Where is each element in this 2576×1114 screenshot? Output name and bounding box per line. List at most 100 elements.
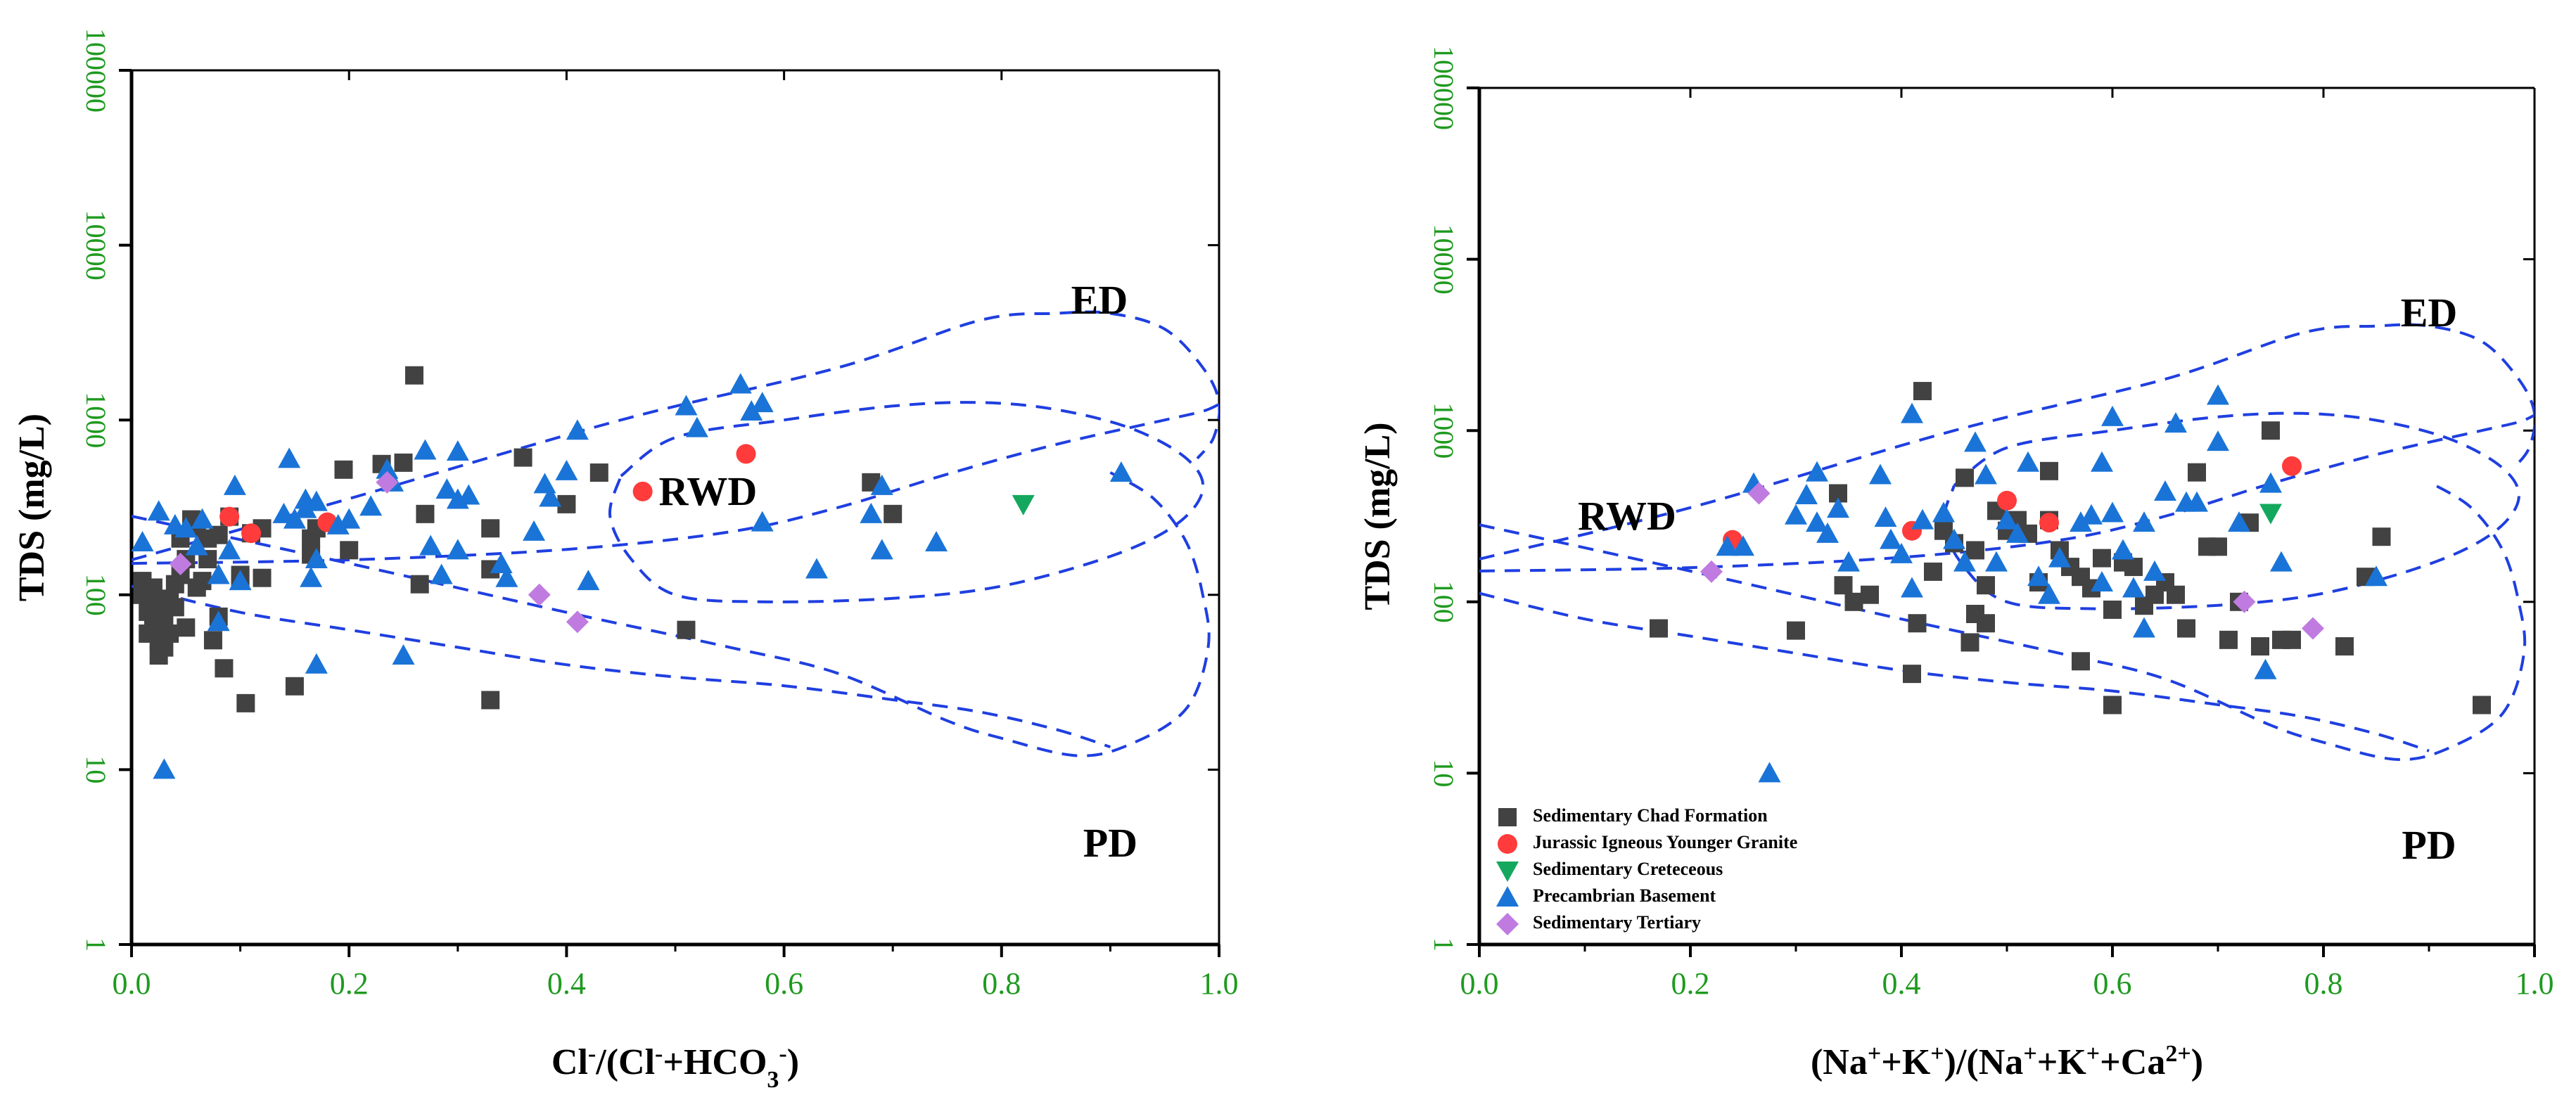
data-point-precambrian [1943, 528, 1965, 549]
data-point-chad [1834, 576, 1853, 595]
data-point-chad [2124, 558, 2143, 577]
boundary-curve-ed [132, 310, 1219, 562]
data-point-precambrian [305, 490, 328, 511]
data-point-precambrian [278, 447, 301, 468]
legend-label: Sedimentary Tertiary [1533, 912, 1701, 933]
data-point-precambrian [870, 539, 893, 560]
data-point-chad [209, 525, 228, 544]
data-point-chad [2335, 637, 2354, 656]
data-point-chad [1913, 382, 1932, 401]
data-point-chad [884, 504, 903, 523]
data-point-precambrian [1827, 497, 1849, 518]
data-point-precambrian [533, 473, 556, 494]
data-point-precambrian [805, 558, 828, 579]
data-point-precambrian [435, 478, 459, 499]
data-point-granite [2039, 513, 2059, 533]
data-point-chad [416, 504, 435, 523]
region-label-rwd: RWD [1578, 493, 1676, 539]
series-precambrian [1716, 384, 2387, 783]
y-tick-label: 1 [1428, 937, 1460, 952]
x-tick-label: 0.0 [113, 966, 151, 1001]
data-point-precambrian [2133, 511, 2155, 532]
data-point-precambrian [1996, 508, 2018, 530]
data-point-precambrian [729, 373, 752, 394]
data-point-precambrian [2186, 491, 2208, 512]
data-point-precambrian [419, 534, 442, 556]
data-point-precambrian [446, 539, 469, 560]
data-point-chad [404, 366, 423, 385]
data-point-tertiary [2302, 617, 2324, 640]
y-tick-label: 1000 [1428, 402, 1460, 459]
data-point-precambrian [675, 395, 698, 416]
data-point-chad [394, 453, 413, 472]
data-point-tertiary [566, 610, 589, 634]
x-tick-label: 0.8 [2304, 966, 2343, 1001]
data-point-precambrian [229, 570, 252, 591]
boundary-curve-pdtop [132, 584, 1111, 749]
data-point-precambrian [2133, 617, 2155, 638]
data-point-precambrian [2228, 511, 2250, 532]
data-point-chad [1924, 562, 1942, 581]
data-point-tertiary [1747, 482, 1771, 505]
legend: Sedimentary Chad Formation Jurassic Igneo… [1496, 805, 1797, 935]
data-point-precambrian [2091, 451, 2113, 472]
data-point-precambrian [392, 644, 415, 665]
region-label-pd: PD [1083, 820, 1137, 866]
data-point-tertiary [2233, 590, 2256, 613]
series-granite [219, 444, 756, 544]
data-point-precambrian [577, 570, 600, 591]
data-point-chad [334, 460, 353, 479]
data-point-precambrian [1975, 463, 1997, 485]
data-point-precambrian [860, 502, 883, 523]
data-point-chad [410, 575, 429, 594]
series-tertiary [169, 470, 589, 634]
y-tick-label: 100 [1428, 581, 1460, 623]
y-tick-label: 100 [80, 574, 112, 616]
x-tick-label: 1.0 [1200, 966, 1239, 1001]
data-point-precambrian [305, 653, 328, 674]
data-point-chad [165, 598, 184, 617]
data-point-chad [203, 631, 222, 650]
data-point-precambrian [751, 392, 774, 413]
data-point-chad [1844, 592, 1863, 611]
data-point-precambrian [495, 566, 518, 587]
data-point-precambrian [1953, 551, 1976, 572]
x-tick-label: 0.0 [1460, 966, 1499, 1001]
legend-label: Sedimentary Creteceous [1533, 859, 1723, 879]
x-tick-label: 0.2 [1671, 966, 1710, 1001]
data-point-precambrian [2048, 546, 2071, 568]
region-label-rwd: RWD [659, 468, 758, 514]
data-point-precambrian [1880, 528, 1902, 549]
x-tick-label: 0.8 [982, 966, 1021, 1001]
data-point-precambrian [1869, 463, 1892, 485]
chart-na-k-ratio: 0.0 0.2 0.4 0.6 0.8 1.0 1 10 100 1000 10000 100000 (… [1358, 46, 2554, 1082]
y-tick-label: 1 [80, 937, 112, 952]
data-point-chad [1903, 665, 1921, 684]
region-label-pd: PD [2402, 822, 2456, 868]
legend-marker-tertiary [1496, 913, 1519, 935]
data-point-chad [1966, 541, 1984, 560]
data-point-chad [677, 620, 696, 639]
data-point-precambrian [414, 439, 437, 460]
data-point-precambrian [300, 566, 323, 587]
legend-marker-precambrian [1496, 886, 1519, 907]
series-creteceous [2259, 504, 2282, 525]
data-point-precambrian [1806, 511, 1828, 532]
data-point-precambrian [1758, 762, 1781, 783]
x-axis-title: (Na++K+)/(Na++K++Ca2+) [1811, 1041, 2203, 1083]
x-tick-label: 0.4 [547, 966, 586, 1001]
data-point-precambrian [207, 610, 230, 632]
data-point-precambrian [2254, 658, 2277, 679]
data-point-tertiary [376, 470, 399, 494]
y-axis-title: TDS (mg/L) [1358, 422, 1398, 610]
data-point-precambrian [2101, 405, 2124, 426]
data-point-precambrian [1816, 522, 1839, 543]
data-point-precambrian [2017, 451, 2039, 472]
boundary-curve-rwd [1941, 411, 2520, 610]
data-point-precambrian [430, 563, 453, 584]
data-point-chad [1977, 614, 1995, 633]
boundary-curve-upper [132, 402, 1219, 565]
data-point-precambrian [2006, 522, 2029, 543]
data-point-chad [160, 624, 179, 643]
data-point-chad [285, 677, 304, 696]
